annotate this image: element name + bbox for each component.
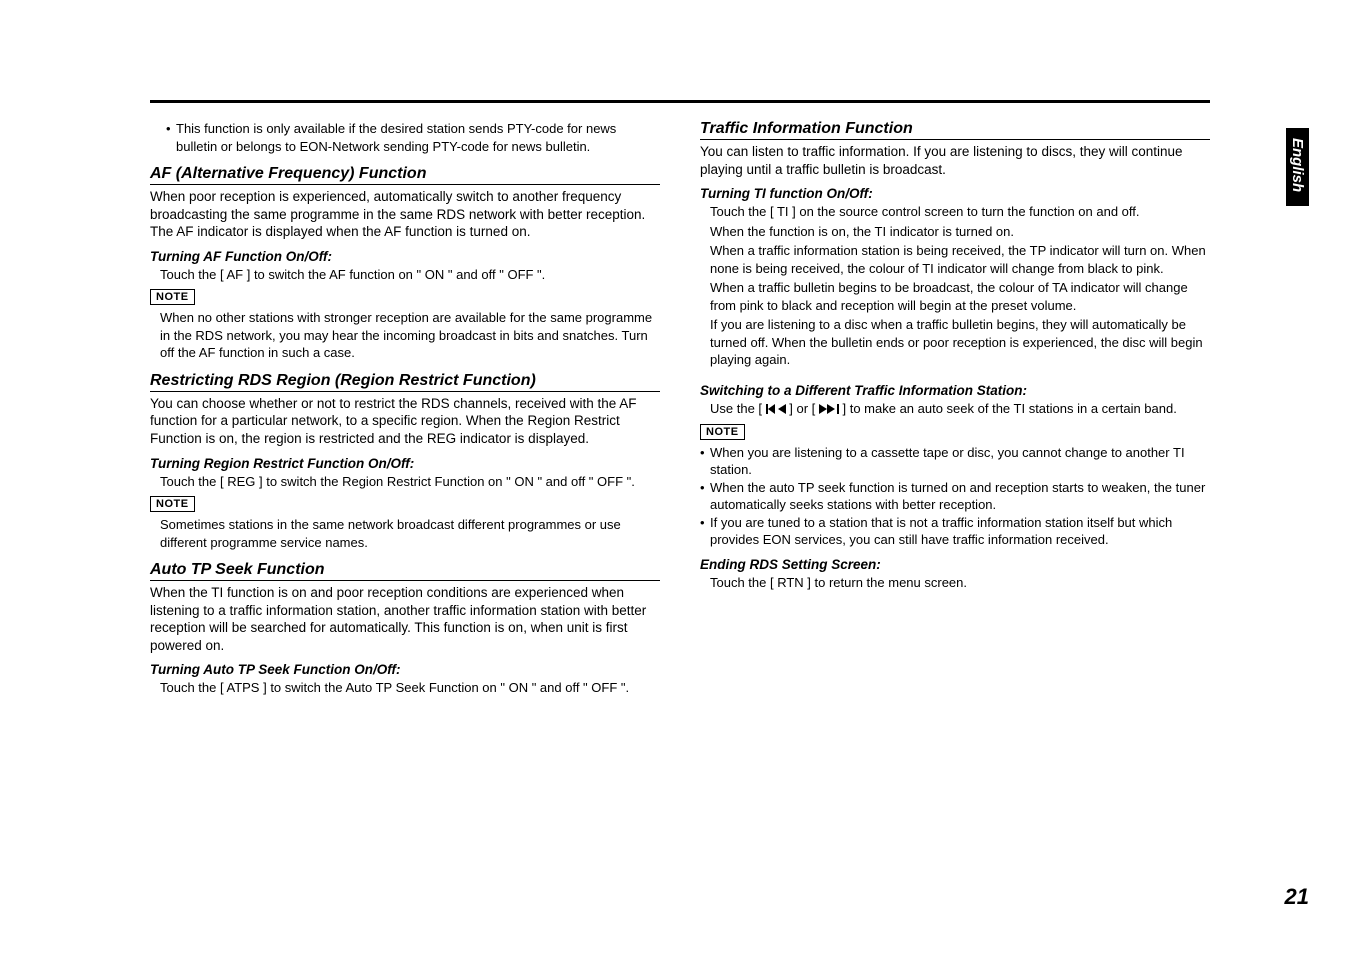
switch-body-mid: ] or [ — [786, 401, 819, 416]
bullet-dot-icon: • — [700, 479, 710, 514]
ti-sub-heading: Turning TI function On/Off: — [700, 186, 1210, 201]
language-tab: English — [1286, 128, 1309, 206]
af-sub-heading: Turning AF Function On/Off: — [150, 249, 660, 264]
switch-note-2: • When the auto TP seek function is turn… — [700, 479, 1210, 514]
ti-body-5: If you are listening to a disc when a tr… — [700, 316, 1210, 369]
ti-body-2: When the function is on, the TI indicato… — [700, 223, 1210, 241]
end-body: Touch the [ RTN ] to return the menu scr… — [700, 574, 1210, 592]
reg-sub-heading: Turning Region Restrict Function On/Off: — [150, 456, 660, 471]
reg-note-body: Sometimes stations in the same network b… — [150, 516, 660, 551]
reg-body: Touch the [ REG ] to switch the Region R… — [150, 473, 660, 491]
left-column: • This function is only available if the… — [150, 120, 660, 697]
bullet-dot-icon: • — [700, 514, 710, 549]
switch-note-3-text: If you are tuned to a station that is no… — [710, 514, 1210, 549]
switch-body-post: ] to make an auto seek of the TI station… — [839, 401, 1177, 416]
autotp-sub-heading: Turning Auto TP Seek Function On/Off: — [150, 662, 660, 677]
ti-body-3: When a traffic information station is be… — [700, 242, 1210, 277]
switch-body-pre: Use the [ — [710, 401, 766, 416]
reg-title: Restricting RDS Region (Region Restrict … — [150, 372, 660, 392]
right-column: Traffic Information Function You can lis… — [700, 120, 1210, 697]
autotp-body: Touch the [ ATPS ] to switch the Auto TP… — [150, 679, 660, 697]
reg-note-label: NOTE — [150, 496, 195, 512]
top-divider — [150, 100, 1210, 103]
end-sub-heading: Ending RDS Setting Screen: — [700, 557, 1210, 572]
ti-body-4: When a traffic bulletin begins to be bro… — [700, 279, 1210, 314]
switch-sub-heading: Switching to a Different Traffic Informa… — [700, 383, 1210, 398]
ti-title: Traffic Information Function — [700, 120, 1210, 140]
ti-desc: You can listen to traffic information. I… — [700, 143, 1210, 178]
bullet-dot-icon: • — [700, 444, 710, 479]
af-note-label: NOTE — [150, 289, 195, 305]
switch-note-1: • When you are listening to a cassette t… — [700, 444, 1210, 479]
reg-desc: You can choose whether or not to restric… — [150, 395, 660, 448]
intro-bullet-text: This function is only available if the d… — [176, 120, 660, 155]
switch-note-1-text: When you are listening to a cassette tap… — [710, 444, 1210, 479]
af-title: AF (Alternative Frequency) Function — [150, 165, 660, 185]
switch-body: Use the [ ] or [ ] to make an auto seek … — [700, 400, 1210, 418]
autotp-title: Auto TP Seek Function — [150, 561, 660, 581]
switch-note-label: NOTE — [700, 424, 745, 440]
manual-page: • This function is only available if the… — [0, 0, 1351, 954]
af-note-body: When no other stations with stronger rec… — [150, 309, 660, 362]
bullet-dot-icon: • — [166, 120, 176, 155]
seek-prev-icon — [766, 404, 786, 414]
seek-next-icon — [819, 404, 839, 414]
autotp-desc: When the TI function is on and poor rece… — [150, 584, 660, 654]
switch-note-2-text: When the auto TP seek function is turned… — [710, 479, 1210, 514]
intro-bullet: • This function is only available if the… — [150, 120, 660, 155]
ti-body-1: Touch the [ TI ] on the source control s… — [700, 203, 1210, 221]
af-body: Touch the [ AF ] to switch the AF functi… — [150, 266, 660, 284]
switch-note-3: • If you are tuned to a station that is … — [700, 514, 1210, 549]
page-number: 21 — [1285, 884, 1309, 910]
content-columns: • This function is only available if the… — [150, 120, 1210, 697]
af-desc: When poor reception is experienced, auto… — [150, 188, 660, 241]
